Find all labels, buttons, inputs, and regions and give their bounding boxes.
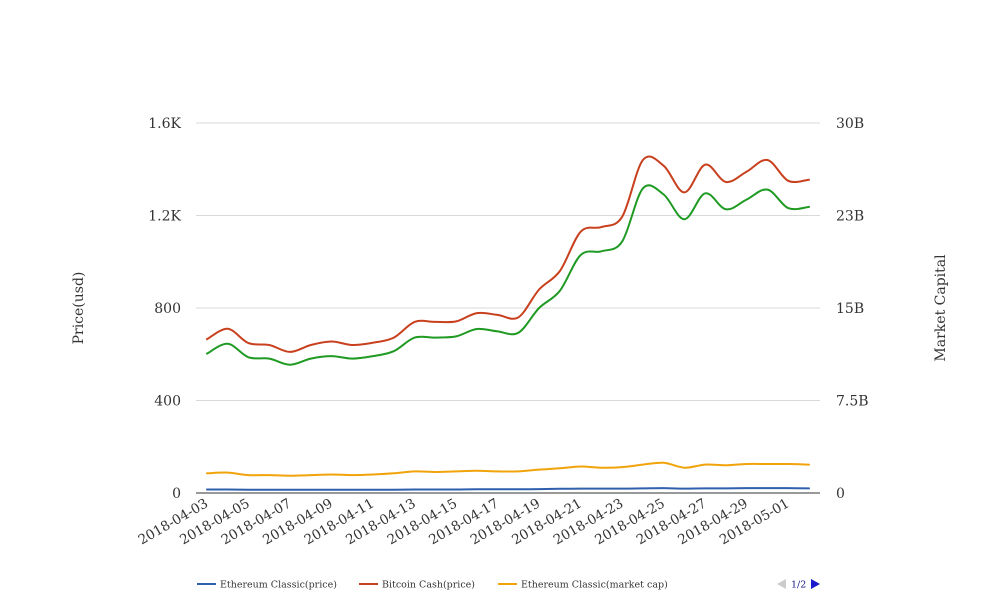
y-tick-label: 1.6K xyxy=(148,116,181,132)
y2-tick-label: 7.5B xyxy=(836,394,869,410)
y2-tick-label: 23B xyxy=(836,209,864,225)
market-cap-series-line xyxy=(206,184,810,366)
legend-pager: 1/2 xyxy=(777,579,820,591)
legend-item-label: Ethereum Classic(market cap) xyxy=(521,580,668,591)
y-tick-label: 800 xyxy=(154,301,181,317)
y-axis-right: 0 7.5B 15B 23B 30B xyxy=(836,116,869,502)
ethereum-classic-price-line xyxy=(206,487,810,491)
y2-tick-label: 30B xyxy=(836,116,864,132)
pager-label: 1/2 xyxy=(791,580,806,591)
y-axis-left: 0 400 800 1.2K 1.6K xyxy=(148,116,181,502)
y-tick-label: 1.2K xyxy=(148,209,181,225)
ethereum-classic-market-cap-line xyxy=(206,461,810,477)
y2-tick-label: 15B xyxy=(836,301,864,317)
legend-item-label: Bitcoin Cash(price) xyxy=(382,580,475,591)
y-tick-label: 0 xyxy=(172,486,181,502)
pager-prev-icon xyxy=(777,579,786,589)
legend: Ethereum Classic(price) Bitcoin Cash(pric… xyxy=(197,580,668,591)
y-tick-label: 400 xyxy=(154,394,181,410)
y2-axis-title: Market Capital xyxy=(933,254,949,362)
legend-item-label: Ethereum Classic(price) xyxy=(220,580,337,591)
y2-tick-label: 0 xyxy=(836,486,845,502)
pager-next-icon xyxy=(811,579,820,589)
bitcoin-cash-price-line xyxy=(206,155,810,353)
series-lines xyxy=(206,155,810,491)
y-axis-title: Price(usd) xyxy=(71,272,87,345)
x-axis: 2018-04-032018-04-052018-04-072018-04-09… xyxy=(136,496,793,549)
grid-lines xyxy=(196,122,820,494)
